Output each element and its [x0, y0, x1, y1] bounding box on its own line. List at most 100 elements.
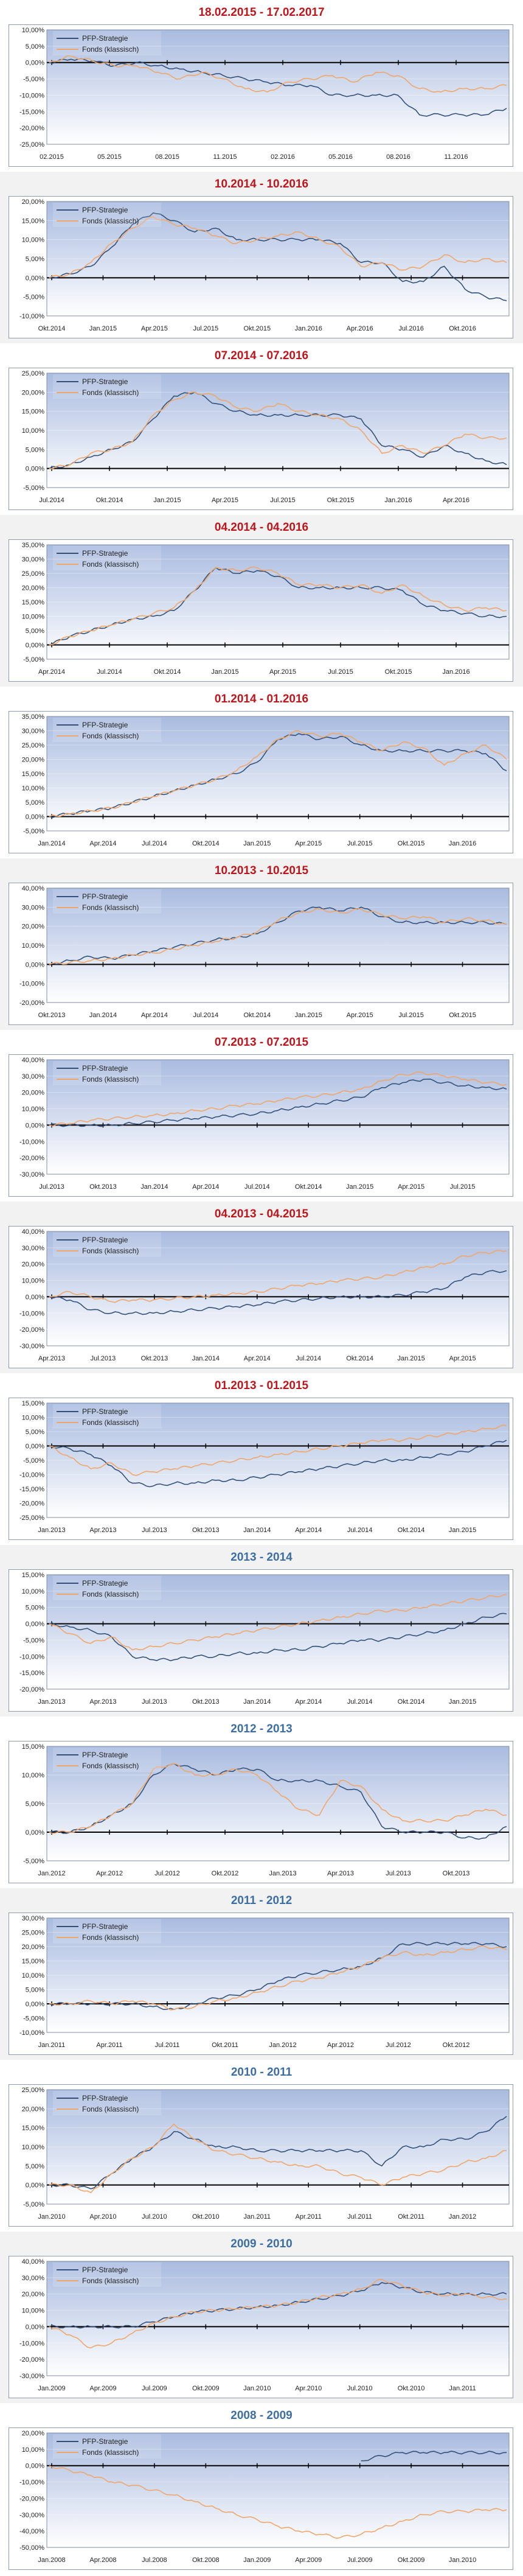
x-tick-label: Okt.2012: [212, 1870, 239, 1877]
x-tick-label: Apr.2012: [327, 2042, 354, 2049]
x-tick-label: Okt.2014: [96, 497, 123, 504]
y-tick-label: -10,00%: [19, 2029, 44, 2037]
legend-label: PFP-Strategie: [82, 206, 128, 214]
series-line-fund: [49, 2465, 507, 2539]
x-tick-label: Jan.2009: [38, 2385, 65, 2392]
x-tick-label: Apr.2015: [269, 668, 296, 676]
x-tick-label: Jul.2015: [347, 840, 373, 847]
legend: PFP-Strategie Fonds (klassisch): [53, 1233, 161, 1257]
x-tick-label: Jan.2015: [153, 497, 181, 504]
y-tick-label: -10,00%: [19, 313, 44, 320]
series-line-fund: [49, 1763, 507, 1835]
x-tick-label: Jul.2015: [328, 668, 353, 676]
legend-label: PFP-Strategie: [82, 1922, 128, 1931]
y-tick-label: 25,00%: [22, 570, 45, 578]
chart-block: 2010 - 2011 25,00% 20,00% 15,00% 10,00% 5,00%…: [0, 2060, 523, 2231]
y-tick-label: 5,00%: [26, 1987, 44, 1994]
x-tick-label: Apr.2014: [295, 1698, 322, 1706]
x-tick-label: Jul.2014: [142, 840, 167, 847]
x-tick-label: Apr.2015: [141, 325, 168, 332]
line-chart: 15,00% 10,00% 5,00% 0,00% -5,00% Jan.2012 Apr.…: [22, 1743, 510, 1877]
plot-area: [46, 887, 510, 1003]
x-tick-label: Jan.2015: [243, 840, 271, 847]
y-tick-label: 20,00%: [22, 757, 45, 764]
x-tick-label: Jan.2016: [442, 668, 469, 676]
y-tick-label: 15,00%: [22, 1958, 45, 1965]
y-tick-label: 20,00%: [22, 1090, 45, 1097]
chart-block: 04.2014 - 04.2016 35,00% 30,00% 25,00% 20,00…: [0, 515, 523, 687]
y-tick-label: 10,00%: [22, 942, 45, 950]
y-tick-label: -20,00%: [19, 2495, 44, 2502]
x-tick-label: Apr.2016: [347, 325, 373, 332]
plot-area: [46, 1746, 510, 1861]
x-tick-label: Jul.2010: [142, 2213, 167, 2221]
y-tick-label: 20,00%: [22, 923, 45, 931]
x-tick-label: Okt.2015: [398, 840, 425, 847]
y-tick-label: 5,00%: [26, 43, 44, 51]
y-tick-label: 0,00%: [26, 1122, 44, 1129]
x-tick-label: Jan.2014: [38, 840, 65, 847]
x-tick-label: Apr.2013: [89, 1698, 116, 1706]
chart-block: 2011 - 2012 30,00% 25,00% 20,00% 15,00% 10,00…: [0, 1888, 523, 2060]
y-tick-label: 0,00%: [26, 2463, 44, 2470]
line-chart: 30,00% 25,00% 20,00% 15,00% 10,00% 5,00% 0,00%…: [19, 1915, 510, 2049]
y-tick-label: 10,00%: [22, 614, 45, 621]
y-tick-label: 20,00%: [22, 1261, 45, 1269]
series-line-fund: [49, 1071, 507, 1127]
x-tick-label: Jul.2013: [142, 1698, 167, 1706]
y-tick-label: 20,00%: [22, 198, 45, 206]
chart-frame: 35,00% 30,00% 25,00% 20,00% 15,00% 10,00% 5,00…: [9, 711, 513, 853]
x-tick-label: Jan.2013: [38, 1527, 65, 1534]
chart-frame: 40,00% 30,00% 20,00% 10,00% 0,00% -10,00% -20,…: [9, 883, 513, 1025]
x-tick-label: Jan.2015: [346, 1183, 373, 1191]
y-tick-label: 10,00%: [22, 1106, 45, 1113]
y-tick-label: 20,00%: [22, 2291, 45, 2298]
plot-area: [46, 716, 510, 831]
x-tick-label: Apr.2008: [89, 2557, 116, 2564]
y-tick-label: -10,00%: [19, 92, 44, 99]
line-chart: 25,00% 20,00% 15,00% 10,00% 5,00% 0,00% -5,00%…: [22, 2087, 510, 2221]
legend-label: Fonds (klassisch): [82, 560, 139, 569]
y-tick-label: -5,00%: [23, 828, 44, 835]
chart-title: 2008 - 2009: [230, 2409, 293, 2422]
plot-area: [46, 201, 510, 317]
y-tick-label: 25,00%: [22, 742, 45, 749]
legend: PFP-Strategie Fonds (klassisch): [53, 374, 161, 399]
x-tick-label: Okt.2010: [192, 2213, 220, 2221]
legend-label: PFP-Strategie: [82, 377, 128, 386]
y-tick-label: -20,00%: [19, 2356, 44, 2364]
x-tick-label: Jan.2016: [384, 497, 412, 504]
y-tick-label: 35,00%: [22, 713, 45, 721]
x-tick-label: Jul.2008: [142, 2557, 167, 2564]
x-tick-label: Apr.2014: [192, 1183, 219, 1191]
y-tick-label: 25,00%: [22, 370, 45, 377]
chart-frame: 40,00% 30,00% 20,00% 10,00% 0,00% -10,00% -20,…: [9, 1054, 513, 1197]
x-tick-label: Apr.2010: [295, 2385, 322, 2392]
legend-label: Fonds (klassisch): [82, 45, 139, 54]
x-tick-label: 11.2015: [213, 153, 237, 161]
line-chart: 15,00% 10,00% 5,00% 0,00% -5,00% -10,00% -15,0…: [19, 1572, 510, 1706]
legend: PFP-Strategie Fonds (klassisch): [53, 1919, 161, 1944]
series-line-strategy: [49, 906, 507, 965]
legend: PFP-Strategie Fonds (klassisch): [53, 1061, 161, 1085]
chart-block: 2009 - 2010 40,00% 30,00% 20,00% 10,00% 0,00%…: [0, 2231, 523, 2403]
y-tick-label: 20,00%: [22, 1944, 45, 1951]
legend: PFP-Strategie Fonds (klassisch): [53, 1576, 161, 1600]
legend: PFP-Strategie Fonds (klassisch): [53, 203, 161, 227]
legend-label: PFP-Strategie: [82, 2266, 128, 2274]
y-tick-label: 25,00%: [22, 1930, 45, 1937]
x-tick-label: Jul.2014: [296, 1355, 321, 1362]
y-tick-label: 0,00%: [26, 1293, 44, 1301]
legend-label: Fonds (klassisch): [82, 1762, 139, 1770]
x-tick-label: Apr.2015: [398, 1183, 424, 1191]
legend-label: Fonds (klassisch): [82, 2448, 139, 2457]
y-tick-label: -10,00%: [19, 1653, 44, 1661]
chart-frame: 40,00% 30,00% 20,00% 10,00% 0,00% -10,00% -20,…: [9, 1226, 513, 1368]
legend-label: Fonds (klassisch): [82, 732, 139, 740]
x-tick-label: Jan.2015: [449, 1527, 476, 1534]
x-tick-label: Okt.2014: [243, 1012, 271, 1019]
legend-label: PFP-Strategie: [82, 34, 128, 43]
legend-label: PFP-Strategie: [82, 549, 128, 558]
y-tick-label: -10,00%: [19, 1310, 44, 1317]
y-tick-label: -5,00%: [23, 485, 44, 492]
